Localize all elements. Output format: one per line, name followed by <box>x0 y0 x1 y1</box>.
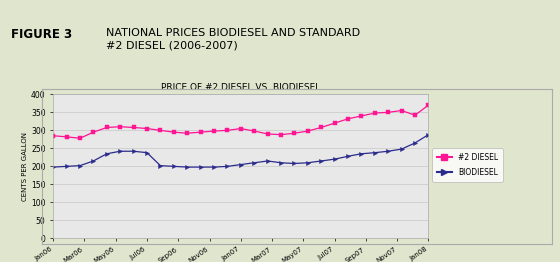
Text: FIGURE 3: FIGURE 3 <box>11 28 72 41</box>
Text: NATIONAL PRICES BIODIESEL AND STANDARD
#2 DIESEL (2006-2007): NATIONAL PRICES BIODIESEL AND STANDARD #… <box>106 28 361 51</box>
Title: PRICE OF #2 DIESEL VS. BIODIESEL: PRICE OF #2 DIESEL VS. BIODIESEL <box>161 83 320 92</box>
Y-axis label: CENTS PER GALLON: CENTS PER GALLON <box>22 132 28 201</box>
Legend: #2 DIESEL, BIODIESEL: #2 DIESEL, BIODIESEL <box>432 148 503 182</box>
